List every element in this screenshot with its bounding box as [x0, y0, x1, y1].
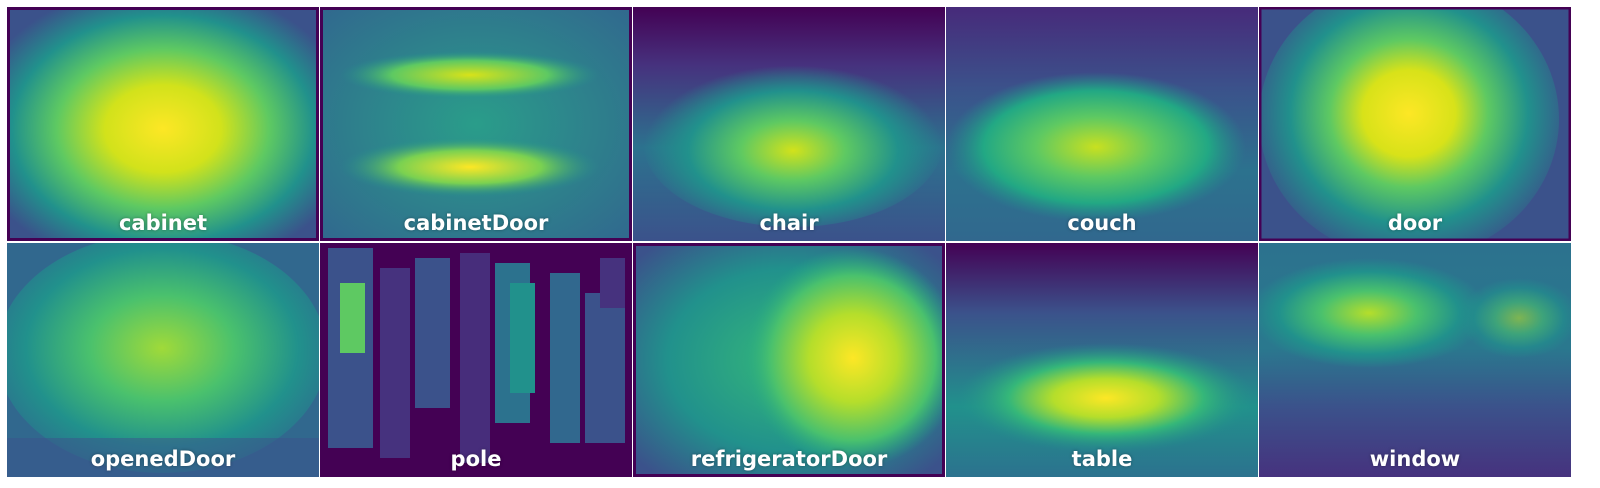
heatmap-panel-chair: chair [633, 7, 945, 241]
panel-label: refrigeratorDoor [690, 447, 888, 471]
heatmap-image [320, 243, 632, 477]
heatmap-image [633, 243, 945, 477]
heatmap-panel-cabinetDoor: cabinetDoor [320, 7, 632, 241]
panel-label: window [1369, 447, 1461, 471]
heatmap-image [1259, 243, 1571, 477]
heatmap-image [1259, 7, 1571, 241]
heatmap-panel-door: door [1259, 7, 1571, 241]
heatmap-image [946, 7, 1258, 241]
heatmap-panel-couch: couch [946, 7, 1258, 241]
heatmap-image [633, 7, 945, 241]
heatmap-panel-cabinet: cabinet [7, 7, 319, 241]
panel-label: cabinetDoor [403, 211, 549, 235]
panel-label: table [1071, 447, 1133, 471]
heatmap-panel-window: window [1259, 243, 1571, 477]
panel-label: door [1387, 211, 1443, 235]
heatmap-panel-table: table [946, 243, 1258, 477]
panel-label: couch [1067, 211, 1137, 235]
panel-label: chair [759, 211, 819, 235]
heatmap-image [7, 243, 319, 477]
heatmap-image [320, 7, 632, 241]
heatmap-panel-openedDoor: openedDoor [7, 243, 319, 477]
panel-label: pole [450, 447, 502, 471]
heatmap-panel-refrigeratorDoor: refrigeratorDoor [633, 243, 945, 477]
panel-label: cabinet [118, 211, 208, 235]
heatmap-panel-pole: pole [320, 243, 632, 477]
heatmap-image [7, 7, 319, 241]
heatmap-image [946, 243, 1258, 477]
panel-label: openedDoor [90, 447, 236, 471]
